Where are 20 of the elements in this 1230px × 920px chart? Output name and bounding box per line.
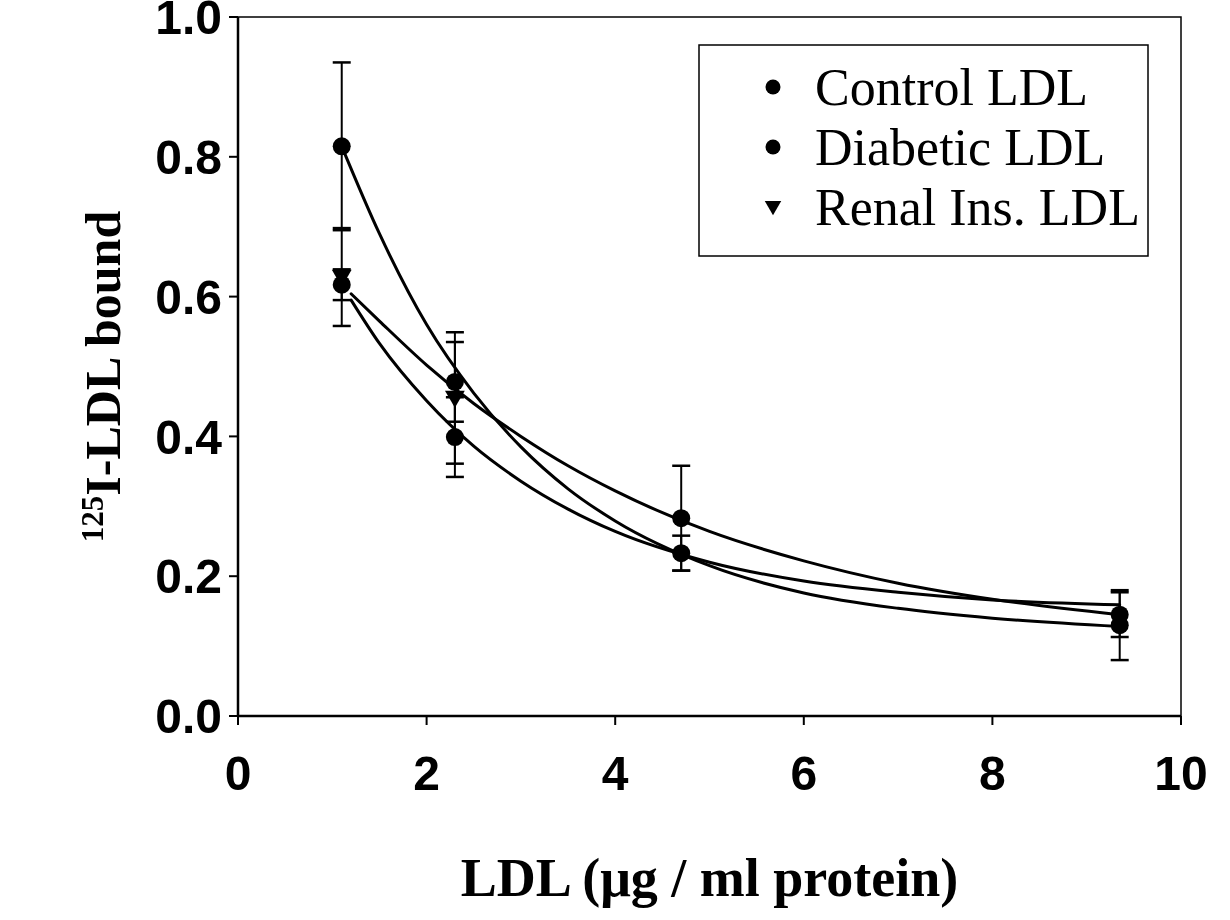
y-tick-label: 0.4 <box>155 410 223 464</box>
legend-label: Diabetic LDL <box>815 119 1106 177</box>
point <box>332 137 351 156</box>
x-tick-label: 2 <box>413 747 440 800</box>
y-tick-label: 0.2 <box>155 550 222 604</box>
x-axis-title: LDL (μg / ml protein) <box>460 848 959 908</box>
y-tick-label: 0.0 <box>155 690 222 744</box>
legend-label: Control LDL <box>815 59 1088 117</box>
y-tick-label: 0.8 <box>155 131 222 185</box>
x-tick-label: 8 <box>979 747 1006 800</box>
legend-label: Renal Ins. LDL <box>815 179 1140 237</box>
y-tick-label: 0.6 <box>155 270 222 324</box>
x-tick-label: 0 <box>224 747 252 800</box>
point <box>672 509 691 528</box>
point <box>444 390 465 408</box>
x-tick-label: 4 <box>601 747 629 800</box>
y-tick-label: 1.0 <box>155 0 222 45</box>
x-tick-label: 6 <box>790 747 818 800</box>
x-tick-label: 10 <box>1154 747 1208 800</box>
point <box>672 544 691 563</box>
